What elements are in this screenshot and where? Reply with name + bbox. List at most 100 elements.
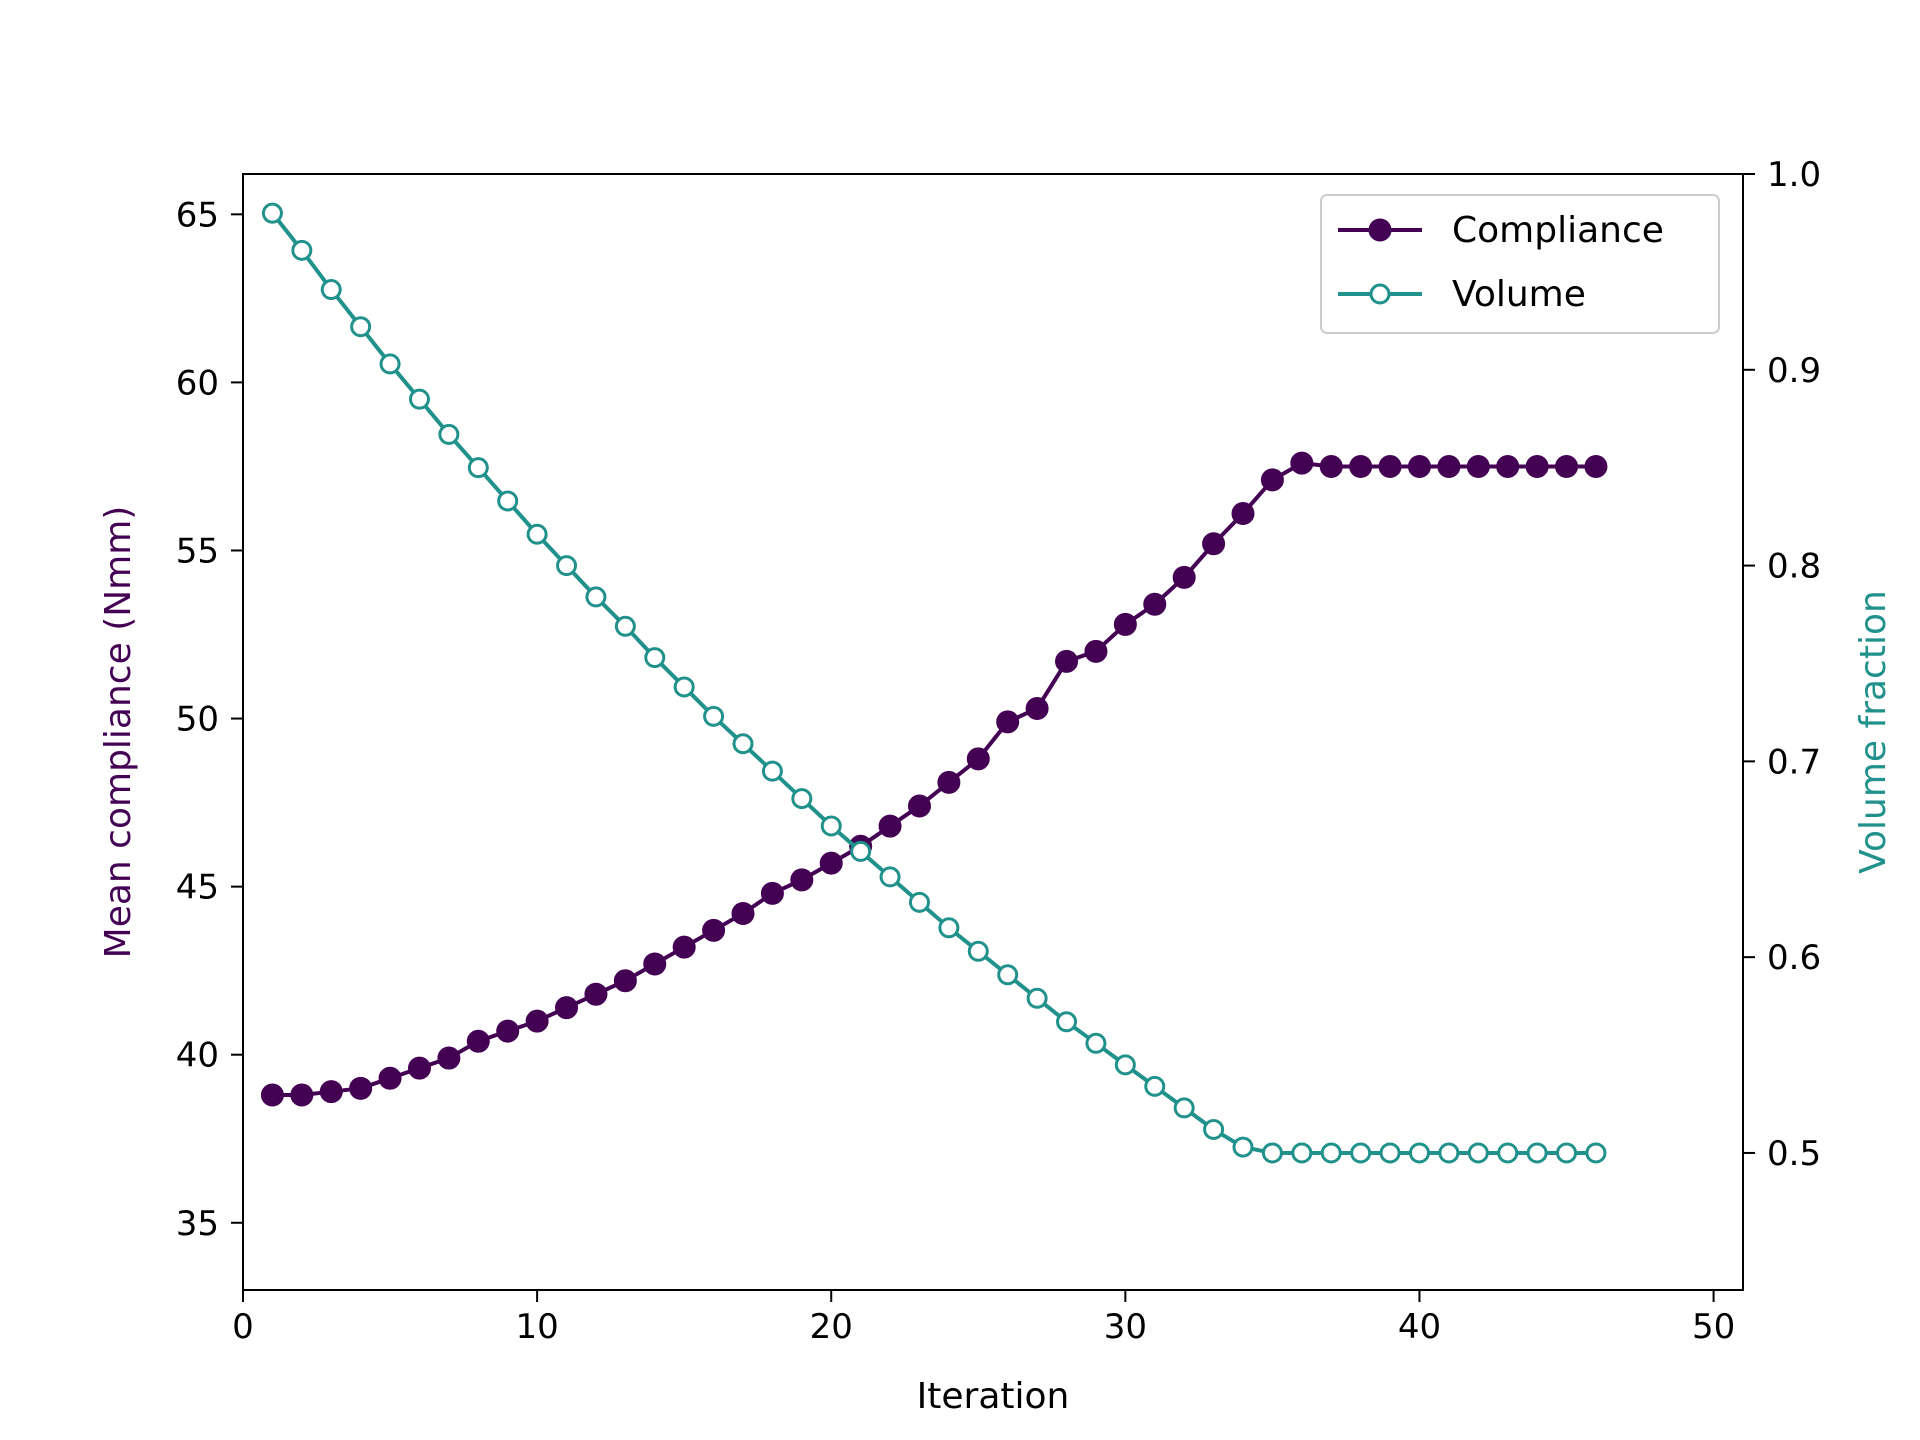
volume-data-point (408, 388, 430, 410)
volume-data-point (703, 705, 725, 727)
volume-data-point (1350, 1142, 1372, 1164)
compliance-data-point (966, 747, 990, 771)
compliance-data-point (1349, 454, 1373, 478)
compliance-data-point (407, 1056, 431, 1080)
compliance-data-point (819, 851, 843, 875)
right-y-tick-label: 0.6 (1767, 938, 1821, 978)
volume-data-point (614, 615, 636, 637)
compliance-data-point (1466, 454, 1490, 478)
compliance-data-point (1260, 468, 1284, 492)
x-axis-title: Iteration (917, 1376, 1070, 1417)
compliance-data-point (378, 1066, 402, 1090)
compliance-data-point (290, 1083, 314, 1107)
volume-series-line (270, 211, 1596, 1155)
series-layer (260, 202, 1608, 1164)
compliance-data-point (1231, 502, 1255, 526)
compliance-data-point (1407, 454, 1431, 478)
volume-data-point (1585, 1142, 1607, 1164)
compliance-data-point (349, 1076, 373, 1100)
compliance-data-point (1437, 454, 1461, 478)
volume-data-point (850, 840, 872, 862)
compliance-data-point (584, 982, 608, 1006)
compliance-data-point (790, 868, 814, 892)
compliance-data-point (1555, 454, 1579, 478)
compliance-data-point (643, 952, 667, 976)
volume-data-point (1291, 1142, 1313, 1164)
left-y-tick-label: 60 (176, 363, 219, 403)
volume-data-point (1438, 1142, 1460, 1164)
compliance-data-point (1496, 454, 1520, 478)
legend-compliance-label: Compliance (1452, 210, 1664, 251)
volume-data-point (497, 490, 519, 512)
compliance-series-line (272, 461, 1596, 1098)
volume-data-point (791, 788, 813, 810)
left-y-tick-label: 35 (176, 1204, 219, 1244)
volume-data-point (1114, 1054, 1136, 1076)
right-y-axis-title: Volume fraction (1853, 590, 1894, 874)
left-y-tick-label: 55 (176, 531, 219, 571)
x-tick-label: 0 (232, 1307, 254, 1347)
left-y-tick-label: 65 (176, 195, 219, 235)
compliance-data-point (1143, 592, 1167, 616)
volume-data-point (320, 279, 342, 301)
compliance-data-point (1378, 454, 1402, 478)
volume-data-point (908, 891, 930, 913)
x-tick-label: 50 (1692, 1307, 1735, 1347)
volume-data-point (1467, 1142, 1489, 1164)
compliance-data-point (437, 1046, 461, 1070)
legend-compliance-marker (1368, 218, 1392, 242)
volume-data-point (291, 239, 313, 261)
compliance-data-point (496, 1019, 520, 1043)
volume-data-point (261, 202, 283, 224)
volume-data-point (467, 457, 489, 479)
compliance-data-point (1584, 454, 1608, 478)
compliance-data-point (731, 902, 755, 926)
left-y-tick-label: 45 (176, 868, 219, 908)
x-tick-label: 10 (515, 1307, 558, 1347)
compliance-data-point (1113, 612, 1137, 636)
volume-data-point (438, 423, 460, 445)
x-tick-label: 20 (810, 1307, 853, 1347)
volume-data-point (938, 917, 960, 939)
legend-volume-marker (1369, 283, 1391, 305)
right-y-tick-label: 0.5 (1767, 1134, 1821, 1174)
volume-data-point (673, 676, 695, 698)
volume-data-point (1379, 1142, 1401, 1164)
volume-data-point (1085, 1032, 1107, 1054)
volume-data-point (1556, 1142, 1578, 1164)
compliance-data-point (1084, 639, 1108, 663)
x-tick-label: 30 (1104, 1307, 1147, 1347)
legend-volume-label: Volume (1452, 274, 1586, 315)
compliance-data-point (937, 770, 961, 794)
volume-data-point (1173, 1097, 1195, 1119)
volume-data-point (1232, 1136, 1254, 1158)
volume-data-point (967, 940, 989, 962)
compliance-data-point (555, 996, 579, 1020)
volume-data-point (1526, 1142, 1548, 1164)
compliance-data-point (1202, 532, 1226, 556)
volume-data-point (1497, 1142, 1519, 1164)
compliance-data-point (1172, 565, 1196, 589)
compliance-data-point (1025, 696, 1049, 720)
volume-data-point (526, 523, 548, 545)
right-y-tick-label: 0.7 (1767, 742, 1821, 782)
left-y-tick-label: 50 (176, 700, 219, 740)
volume-data-point (879, 866, 901, 888)
volume-data-point (732, 733, 754, 755)
legend: Compliance Volume (1320, 194, 1720, 334)
volume-data-point (350, 316, 372, 338)
compliance-data-point (613, 969, 637, 993)
volume-data-point (761, 760, 783, 782)
left-y-tick-label: 40 (176, 1036, 219, 1076)
compliance-data-point (760, 881, 784, 905)
volume-data-point (1026, 987, 1048, 1009)
compliance-data-point (466, 1029, 490, 1053)
volume-data-point (644, 647, 666, 669)
compliance-data-point (1525, 454, 1549, 478)
compliance-data-point (525, 1009, 549, 1033)
compliance-data-point (996, 710, 1020, 734)
volume-data-point (1408, 1142, 1430, 1164)
compliance-data-point (672, 935, 696, 959)
right-y-tick-label: 0.8 (1767, 547, 1821, 587)
